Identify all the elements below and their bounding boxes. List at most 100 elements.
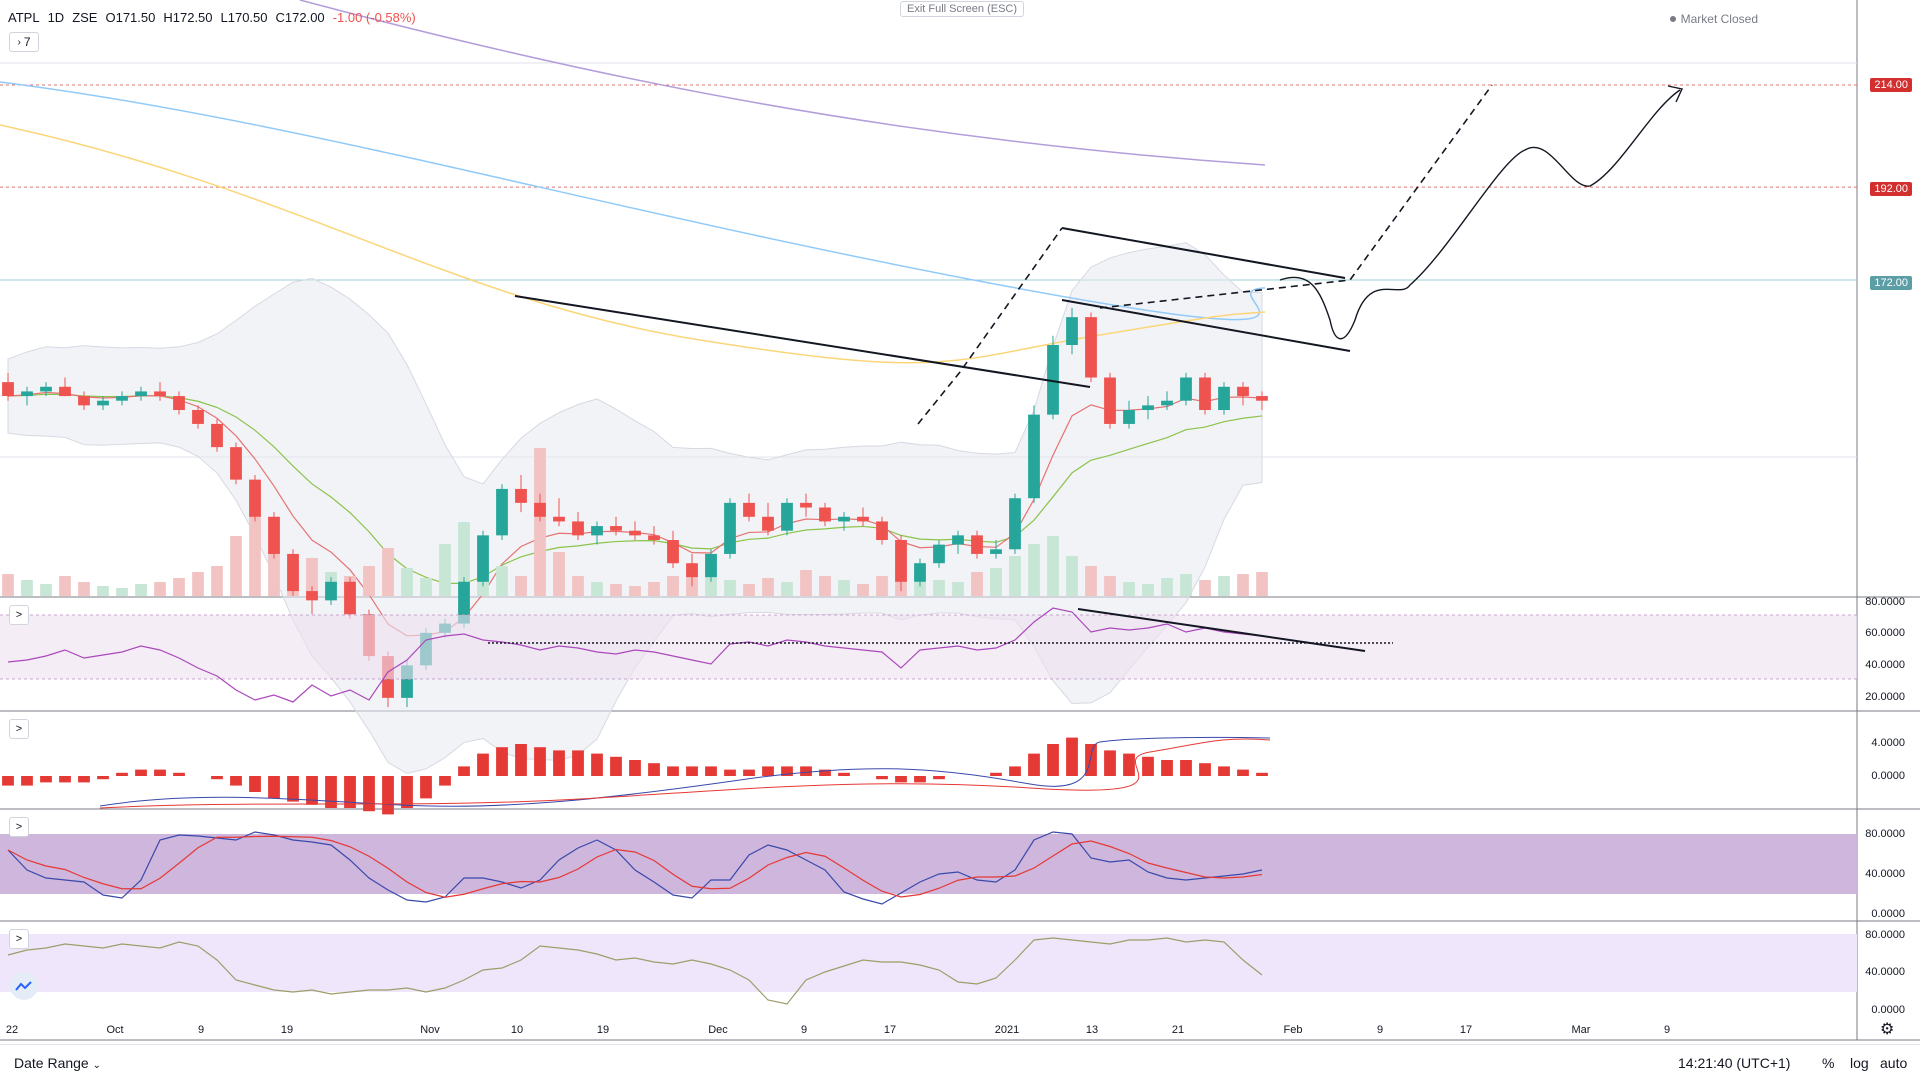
x-tick-label: 19	[281, 1024, 293, 1036]
candle	[477, 535, 489, 582]
percent-scale-button[interactable]: %	[1822, 1055, 1835, 1071]
candle	[287, 553, 299, 592]
macd-histogram-bar	[420, 776, 432, 799]
volume-bar	[1066, 556, 1078, 596]
ohlc-low: L170.50	[220, 10, 268, 25]
x-tick-label: 2021	[995, 1024, 1019, 1036]
macd-histogram-bar	[211, 776, 223, 780]
candle	[1028, 414, 1040, 499]
x-tick-label: 17	[884, 1024, 896, 1036]
volume-bar	[1256, 572, 1268, 596]
macd-histogram-bar	[762, 766, 774, 776]
volume-bar	[458, 522, 470, 596]
pane-toggle-macd[interactable]: >	[9, 719, 29, 739]
volume-bar	[401, 568, 413, 596]
macd-histogram-bar	[477, 753, 489, 776]
candle	[1123, 410, 1135, 424]
macd-histogram-bar	[781, 766, 793, 776]
x-tick-label: Oct	[106, 1024, 123, 1036]
indicators-toggle[interactable]: › 7	[9, 32, 39, 52]
macd-histogram-bar	[306, 776, 318, 805]
volume-bar	[59, 576, 71, 596]
y-tick-label: 0.0000	[1871, 1004, 1905, 1016]
candle	[838, 516, 850, 522]
pane-toggle-rsi[interactable]: >	[9, 605, 29, 625]
x-tick-label: 9	[801, 1024, 807, 1036]
candle	[1199, 377, 1211, 410]
stoch-d-line	[7, 835, 1263, 898]
rsi-line	[7, 607, 1263, 703]
volume-bar	[439, 544, 451, 596]
volume-bar	[819, 576, 831, 596]
price-label-172: 172.00	[1870, 276, 1912, 290]
chart-canvas[interactable]: 22 Oct 9 19 Nov 10 19 Dec 9 17 2021 13 21 Feb 9 17 Mar 9 8…	[0, 0, 1920, 1044]
interval[interactable]: 1D	[47, 10, 65, 25]
candle	[59, 386, 71, 397]
macd-histogram-bar	[876, 776, 888, 780]
ohlc-high: H172.50	[163, 10, 213, 25]
volume-bar	[420, 578, 432, 596]
exit-fullscreen-button[interactable]: Exit Full Screen (ESC)	[900, 1, 1025, 17]
candle	[914, 563, 926, 582]
macd-histogram-bar	[1085, 744, 1097, 776]
macd-histogram-bar	[1142, 756, 1154, 776]
macd-histogram-bar	[21, 776, 33, 786]
osc-band	[0, 934, 1857, 992]
candle	[325, 581, 337, 601]
candle	[952, 535, 964, 545]
ema-medium-line	[7, 393, 1263, 585]
candle	[762, 516, 774, 531]
volume-bar	[876, 576, 888, 596]
y-tick-label: 4.0000	[1871, 737, 1905, 749]
pane-toggle-osc[interactable]: >	[9, 929, 29, 949]
tradingview-logo-icon[interactable]	[10, 972, 38, 1000]
macd-histogram-bar	[1199, 763, 1211, 776]
volume-bar	[1085, 566, 1097, 596]
macd-line	[99, 736, 1271, 807]
rsi-trendline	[1077, 608, 1366, 652]
candle	[401, 665, 413, 698]
volume-bar	[382, 548, 394, 596]
x-tick-label: Nov	[420, 1024, 440, 1036]
projection-dashed-2	[1099, 84, 1493, 309]
macd-histogram-bar	[116, 772, 128, 776]
projection-freehand-path	[1279, 89, 1681, 340]
oscillator-line	[7, 937, 1263, 1005]
macd-histogram-bar	[268, 776, 280, 799]
auto-scale-button[interactable]: auto	[1880, 1055, 1908, 1071]
pane-toggle-stoch[interactable]: >	[9, 817, 29, 837]
macd-histogram-bar	[59, 776, 71, 783]
gear-icon[interactable]: ⚙	[1880, 1021, 1895, 1038]
candle	[515, 488, 527, 503]
volume-bar	[800, 570, 812, 596]
volume-bar	[591, 582, 603, 596]
volume-bar	[1142, 584, 1154, 596]
candle	[496, 488, 508, 536]
projection-dashed-1	[917, 227, 1063, 425]
macd-histogram-bar	[667, 766, 679, 776]
macd-histogram-bar	[97, 776, 109, 780]
macd-histogram-bar	[1123, 753, 1135, 776]
candle	[154, 391, 166, 397]
macd-histogram-bar	[230, 776, 242, 786]
y-tick-label: 40.0000	[1865, 659, 1905, 671]
candle	[40, 386, 52, 392]
candle	[971, 535, 983, 554]
volume-bar	[154, 582, 166, 596]
x-tick-label: 21	[1172, 1024, 1184, 1036]
x-tick-label: 17	[1460, 1024, 1472, 1036]
x-tick-label: Feb	[1284, 1024, 1303, 1036]
log-scale-button[interactable]: log	[1850, 1055, 1869, 1071]
candle	[667, 540, 679, 564]
volume-bar	[1180, 574, 1192, 596]
market-status: Market Closed	[1669, 12, 1758, 26]
volume-bar	[192, 572, 204, 596]
y-tick-label: 80.0000	[1865, 929, 1905, 941]
date-range-button[interactable]: Date Range ⌄	[14, 1055, 101, 1071]
candle	[800, 502, 812, 508]
volume-bar	[553, 552, 565, 596]
volume-bar	[838, 580, 850, 596]
candle	[173, 396, 185, 410]
volume-bar	[572, 576, 584, 596]
symbol-name[interactable]: ATPL	[8, 10, 40, 25]
